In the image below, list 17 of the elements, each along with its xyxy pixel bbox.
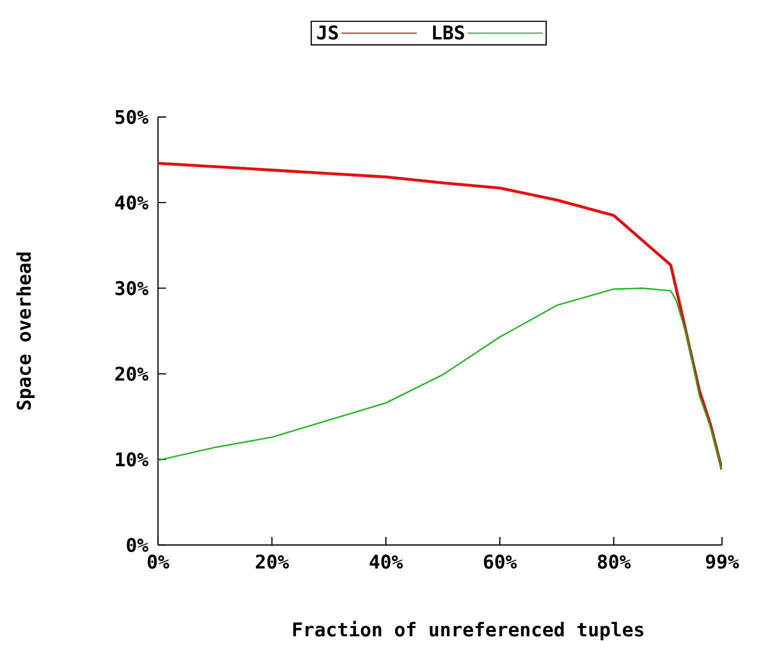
x-tick-label: 20% bbox=[256, 554, 289, 569]
x-tick-label: 0% bbox=[148, 554, 170, 569]
x-tick-label: 99% bbox=[706, 554, 739, 569]
y-tick-label: 50% bbox=[116, 110, 148, 124]
y-tick-label: 40% bbox=[115, 195, 148, 210]
x-axis-title: Fraction of unreferenced tuples bbox=[293, 620, 644, 640]
x-tick-label: 40% bbox=[370, 554, 403, 569]
y-tick-label: 10% bbox=[116, 452, 148, 467]
legend-label: JS bbox=[317, 25, 338, 40]
x-tick-label: 60% bbox=[484, 554, 517, 569]
y-tick-label: 0% bbox=[126, 538, 148, 552]
legend-label: LBS bbox=[433, 25, 464, 40]
x-tick-label: 80% bbox=[598, 554, 631, 569]
y-tick-label: 30% bbox=[115, 281, 148, 296]
y-axis-title: Space overhead bbox=[16, 252, 35, 410]
y-tick-label: 20% bbox=[115, 366, 148, 381]
line-series bbox=[158, 288, 722, 470]
